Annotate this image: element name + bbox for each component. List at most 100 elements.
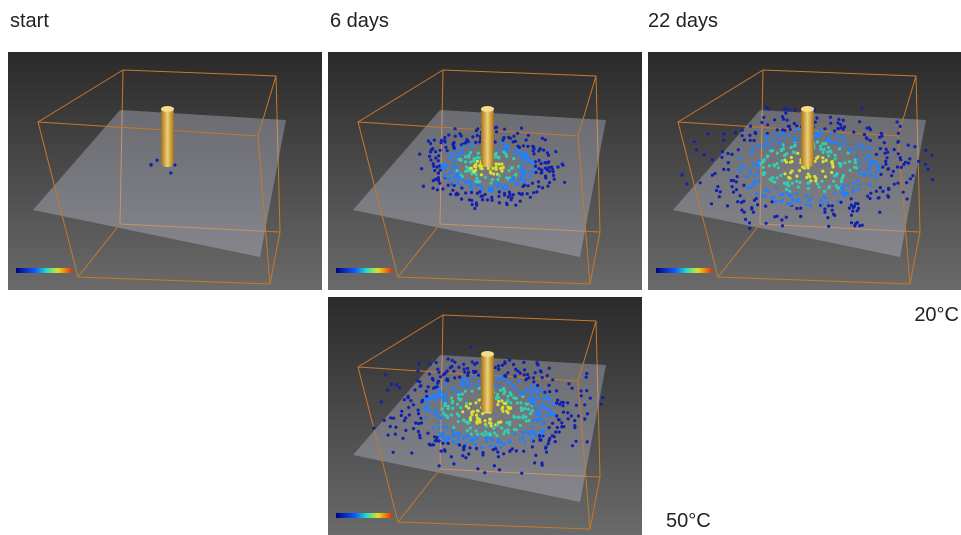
particle [465,402,468,405]
particle [503,360,506,363]
particle [739,170,742,173]
particle [512,396,515,399]
particle [470,167,473,170]
particle [779,193,782,196]
particle [814,121,817,124]
particle [798,128,801,131]
particle [457,420,460,423]
particle [466,374,469,377]
particle [414,421,417,424]
particle [681,173,684,176]
particle [507,431,510,434]
particle [743,165,746,168]
particle [453,361,456,364]
particle [419,436,422,439]
particle [534,454,537,457]
particle [783,172,786,175]
particle [454,151,457,154]
particle [862,147,865,150]
particle [866,195,869,198]
particle [429,158,432,161]
particle [469,161,472,164]
particle [837,127,840,130]
particle [917,160,920,163]
particle [551,422,554,425]
particle [461,410,464,413]
particle [766,154,769,157]
particle [857,207,860,210]
particle [520,158,523,161]
particle [474,443,477,446]
particle [548,390,551,393]
particle [440,395,443,398]
particle [809,204,812,207]
particle [761,194,764,197]
particle [438,464,441,467]
particle [471,135,474,138]
particle [540,168,543,171]
particle [573,426,576,429]
particle [893,148,896,151]
particle [878,211,881,214]
particle [859,168,862,171]
particle [404,416,407,419]
particle [820,131,823,134]
particle [497,385,500,388]
particle [530,425,533,428]
particle [777,141,780,144]
particle [758,159,761,162]
particle [451,359,454,362]
particle [869,155,872,158]
particle [444,382,447,385]
particle [816,140,819,143]
particle [420,167,423,170]
particle [829,122,832,125]
particle [451,400,454,403]
particle [461,454,464,457]
particle [417,409,420,412]
particle [526,171,529,174]
particle [500,427,503,430]
particle [876,168,879,171]
particle [497,455,500,458]
particle [795,207,798,210]
particle [852,189,855,192]
particle [520,409,523,412]
particle [752,211,755,214]
particle [877,196,880,199]
particle [902,163,905,166]
particle [525,158,528,161]
particle [535,407,538,410]
particle [567,382,570,385]
particle [476,184,479,187]
particle [913,145,916,148]
particle [431,148,434,151]
particle [864,158,867,161]
particle [450,171,453,174]
particle [461,175,464,178]
particle [514,153,517,156]
particle [394,433,397,436]
particle [439,416,442,419]
particle [502,432,505,435]
particle [502,136,505,139]
particle [480,446,483,449]
particle [435,361,438,364]
particle [394,426,397,429]
particle [720,156,723,159]
particle [471,390,474,393]
particle [754,174,757,177]
particle [510,198,513,201]
particle [520,472,523,475]
particle [389,425,392,428]
particle [485,438,488,441]
particle [579,389,582,392]
particle [924,149,927,152]
particle [498,182,501,185]
particle [457,435,460,438]
particle [445,164,448,167]
particle [469,185,472,188]
particle [931,178,934,181]
particle [441,407,444,410]
particle [860,107,863,110]
